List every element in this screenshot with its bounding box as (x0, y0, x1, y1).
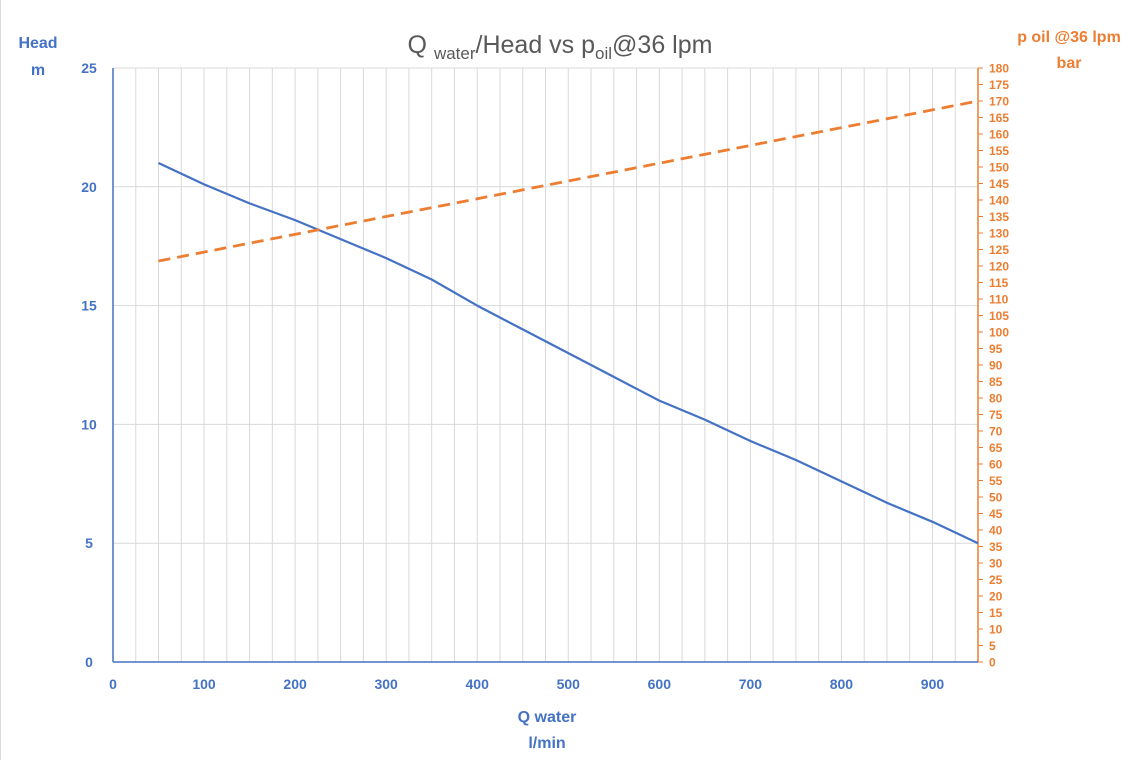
x-tick-label: 300 (374, 676, 398, 692)
chart-title: Q water/Head vs poil@36 lpm (408, 31, 713, 63)
y-right-tick-label: 45 (989, 507, 1003, 521)
series-line-p-oil (158, 99, 979, 263)
y-right-tick-label: 105 (989, 309, 1009, 323)
y-right-label-line2: bar (1057, 55, 1082, 72)
y-right-tick-label: 5 (989, 639, 996, 653)
y-right-tick-label: 10 (989, 623, 1003, 637)
x-tick-label: 800 (830, 676, 854, 692)
y-right-tick-label: 80 (989, 392, 1003, 406)
y-right-tick-label: 35 (989, 540, 1003, 554)
y-right-tick-label: 155 (989, 144, 1009, 158)
y-right-tick-label: 175 (989, 78, 1009, 92)
y-left-tick-label: 20 (81, 179, 97, 195)
left-border-line (0, 0, 1, 760)
x-tick-label: 400 (466, 676, 490, 692)
y-right-tick-label: 55 (989, 474, 1003, 488)
y-right-tick-label: 85 (989, 375, 1003, 389)
y-left-tick-label: 5 (85, 535, 93, 551)
x-label-line2: l/min (528, 735, 565, 752)
y-right-tick-label: 15 (989, 606, 1003, 620)
x-tick-label: 700 (739, 676, 763, 692)
y-right-tick-label: 145 (989, 177, 1009, 191)
series-layer (158, 99, 979, 545)
axes: 0 100 200 300 400 500 600 700 800 900 0 5 10 15 20 25 0 5… (81, 60, 1009, 692)
y-right-tick-label: 100 (989, 326, 1009, 340)
y-right-tick-label: 165 (989, 111, 1009, 125)
y-right-tick-label: 0 (989, 656, 996, 670)
y-right-tick-label: 95 (989, 342, 1003, 356)
x-tick-label: 0 (109, 676, 117, 692)
y-left-tick-label: 0 (85, 654, 93, 670)
y-right-tick-label: 60 (989, 458, 1003, 472)
x-label-line1: Q water (518, 709, 577, 726)
y-right-tick-label: 140 (989, 194, 1009, 208)
y-left-tick-label: 10 (81, 416, 97, 432)
y-right-tick-label: 135 (989, 210, 1009, 224)
y-right-tick-label: 25 (989, 573, 1003, 587)
y-right-tick-label: 65 (989, 441, 1003, 455)
y-right-tick-label: 40 (989, 524, 1003, 538)
y-right-tick-label: 110 (989, 293, 1009, 307)
y-right-tick-label: 120 (989, 260, 1009, 274)
y-left-tick-label: 25 (81, 60, 97, 76)
series-line-head (158, 162, 979, 545)
y-right-tick-label: 115 (989, 276, 1009, 290)
y-right-tick-label: 125 (989, 243, 1009, 257)
x-tick-label: 600 (648, 676, 672, 692)
y-left-label-line2: m (31, 62, 45, 79)
y-right-tick-label: 20 (989, 590, 1003, 604)
y-left-tick-label: 15 (81, 298, 97, 314)
y-right-tick-label: 150 (989, 161, 1009, 175)
x-tick-label: 100 (192, 676, 216, 692)
y-right-tick-label: 50 (989, 491, 1003, 505)
y-right-tick-label: 75 (989, 408, 1003, 422)
y-right-label-line1: p oil @36 lpm (1017, 29, 1121, 46)
x-tick-label: 200 (283, 676, 307, 692)
y-right-tick-label: 90 (989, 359, 1003, 373)
grid (113, 67, 979, 662)
x-tick-label: 500 (557, 676, 581, 692)
x-tick-label: 900 (921, 676, 945, 692)
y-right-tick-label: 130 (989, 227, 1009, 241)
y-left-label-line1: Head (18, 35, 57, 52)
y-right-tick-label: 180 (989, 62, 1009, 76)
y-right-tick-label: 30 (989, 557, 1003, 571)
y-right-tick-label: 70 (989, 425, 1003, 439)
y-right-tick-label: 160 (989, 128, 1009, 142)
y-right-tick-label: 170 (989, 95, 1009, 109)
